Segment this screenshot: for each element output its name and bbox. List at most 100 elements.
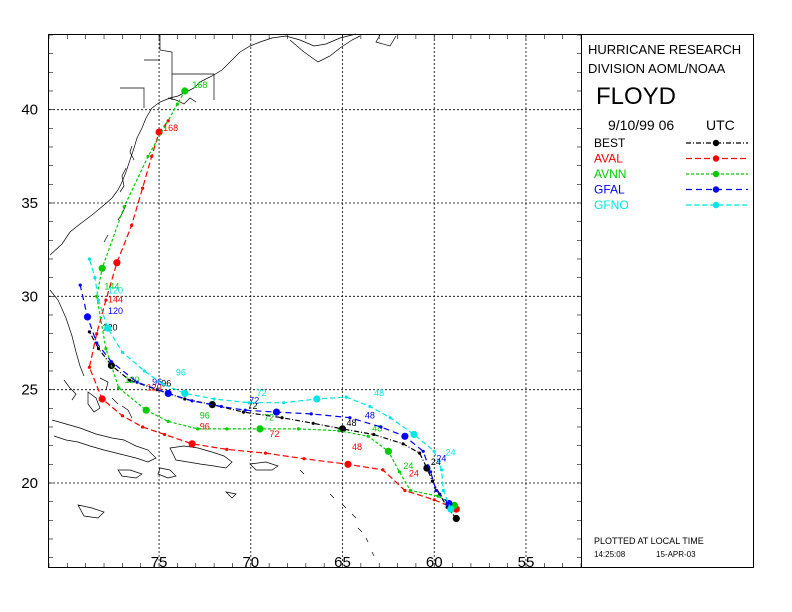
track-point xyxy=(440,468,444,472)
legend-item-best: BEST xyxy=(594,136,748,150)
track-hour-label: 120 xyxy=(108,285,123,295)
track-point xyxy=(282,401,286,405)
track-point xyxy=(225,427,229,431)
track-point xyxy=(141,425,145,429)
track-gfal: 24 48 72 96 120 xyxy=(78,283,453,508)
track-hour-label: 48 xyxy=(352,442,362,452)
info-panel xyxy=(581,34,754,568)
track-hour-label: 144 xyxy=(108,295,123,305)
track-point xyxy=(366,434,370,438)
track-hour-label: 72 xyxy=(257,388,267,398)
longitude-axis-labels: 75 70 65 60 55 xyxy=(151,554,535,571)
track-point xyxy=(181,389,189,397)
lon-label: 75 xyxy=(151,554,168,571)
track-point xyxy=(372,432,376,437)
lat-lon-grid xyxy=(48,34,582,567)
track-point xyxy=(78,283,82,287)
track-point xyxy=(83,313,92,321)
track-point xyxy=(263,451,268,455)
track-point xyxy=(122,205,126,209)
track-point xyxy=(96,347,101,351)
track-point xyxy=(183,397,187,401)
track-point xyxy=(397,470,401,474)
forecast-date: 9/10/99 06 xyxy=(608,117,674,133)
track-point xyxy=(441,488,445,493)
track-line xyxy=(96,90,455,506)
track-hour-label: 96 xyxy=(152,377,162,387)
legend-label: AVAL xyxy=(594,152,623,166)
track-hour-label: 24 xyxy=(409,468,419,478)
legend-marker xyxy=(712,201,720,209)
track-point xyxy=(296,427,301,431)
track-point xyxy=(344,395,348,399)
track-point xyxy=(98,264,106,272)
track-point xyxy=(225,447,229,451)
track-point xyxy=(128,378,132,382)
legend-marker xyxy=(712,155,720,162)
track-point xyxy=(436,494,440,498)
track-point xyxy=(337,429,341,433)
track-point xyxy=(311,421,315,425)
legend-item-gfno: GFNO xyxy=(594,198,748,212)
track-point xyxy=(445,499,453,508)
lat-label: 40 xyxy=(21,102,38,119)
track-point xyxy=(87,365,91,369)
track-hour-label: 48 xyxy=(365,410,375,420)
coastline-layer xyxy=(49,33,397,557)
track-point xyxy=(403,488,407,493)
track-hour-label: 120 xyxy=(108,306,123,316)
track-point xyxy=(256,425,264,433)
track-point xyxy=(430,479,434,483)
track-point xyxy=(87,257,91,261)
track-point xyxy=(142,406,150,414)
track-point xyxy=(163,432,167,437)
track-point xyxy=(302,457,306,461)
track-point xyxy=(104,324,112,332)
storm-name: FLOYD xyxy=(596,83,676,110)
track-point xyxy=(146,154,150,158)
lat-label: 20 xyxy=(21,475,38,492)
track-point xyxy=(96,298,101,302)
track-point xyxy=(410,430,418,439)
track-hour-label: 48 xyxy=(374,388,384,398)
track-point xyxy=(120,350,124,354)
latitude-axis-labels: 40 35 30 25 20 xyxy=(21,102,38,492)
track-line xyxy=(88,120,457,510)
lat-label: 30 xyxy=(21,288,38,305)
track-point xyxy=(247,401,251,405)
track-point xyxy=(95,341,99,345)
track-point xyxy=(164,389,172,397)
lon-label: 70 xyxy=(242,554,259,571)
legend-item-gfal: GFAL xyxy=(594,183,748,197)
track-point xyxy=(348,416,352,420)
track-point xyxy=(447,505,455,513)
org-line-2: DIVISION AOML/NOAA xyxy=(588,61,726,76)
track-hour-label: 168 xyxy=(163,123,178,133)
track-point xyxy=(109,360,113,364)
track-point xyxy=(117,386,121,390)
track-point xyxy=(219,404,223,409)
track-point xyxy=(113,259,121,267)
track-hour-label: 72 xyxy=(270,429,280,439)
track-point xyxy=(434,488,438,493)
track-point xyxy=(150,154,154,158)
track-point xyxy=(120,414,124,418)
track-point xyxy=(379,425,383,429)
legend-item-aval: AVAL xyxy=(594,152,748,166)
track-point xyxy=(401,432,409,440)
track-point xyxy=(401,442,405,446)
legend-label: GFAL xyxy=(594,183,625,197)
track-hour-label: 168 xyxy=(192,80,207,90)
track-point xyxy=(155,128,163,136)
track-point xyxy=(135,380,139,384)
track-line xyxy=(88,258,452,510)
track-point xyxy=(104,347,108,351)
forecast-tracks: 2448729612024487296120144168244872961201… xyxy=(78,80,460,523)
track-point xyxy=(432,449,436,453)
track-point xyxy=(130,223,134,227)
track-hour-label: 96 xyxy=(176,368,186,378)
